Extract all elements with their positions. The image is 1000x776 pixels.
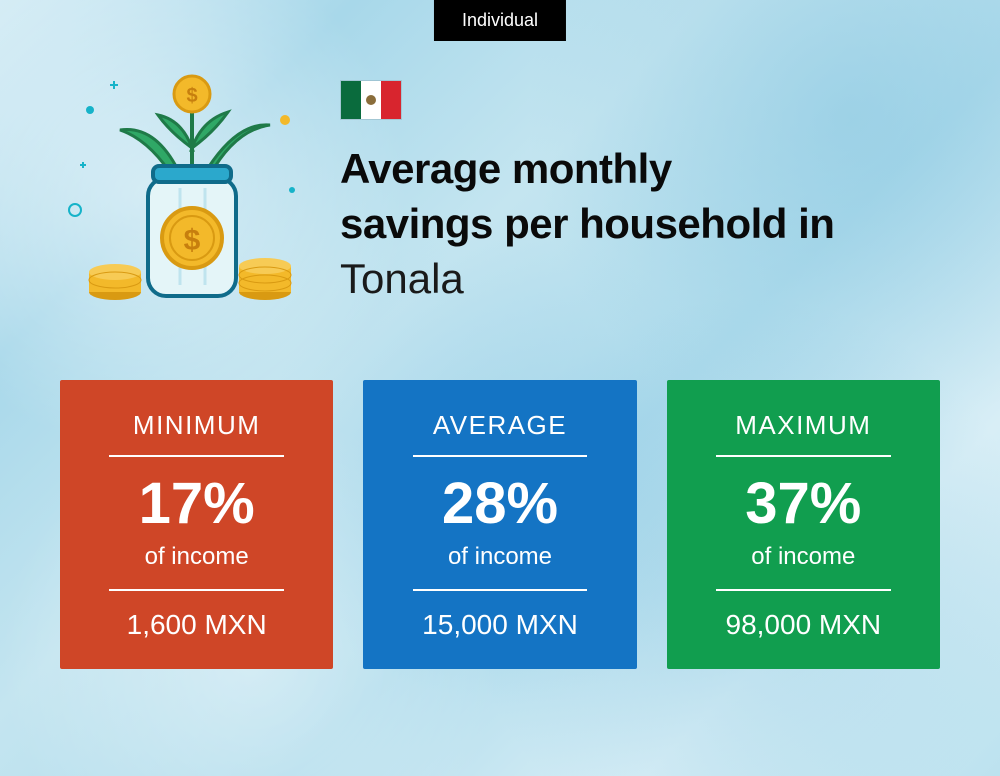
card-sub: of income [716, 543, 891, 591]
category-tag: Individual [434, 0, 566, 41]
stat-card-maximum: MAXIMUM 37% of income 98,000 MXN [667, 380, 940, 669]
card-sub: of income [109, 543, 284, 591]
title-line-2: savings per household in [340, 197, 834, 252]
mexico-flag-icon [340, 80, 402, 120]
page-title: Average monthly savings per household in [340, 142, 834, 251]
card-percent: 37% [687, 475, 920, 533]
stat-card-average: AVERAGE 28% of income 15,000 MXN [363, 380, 636, 669]
title-line-1: Average monthly [340, 142, 834, 197]
savings-jar-illustration: $ $ [60, 70, 310, 310]
card-amount: 1,600 MXN [80, 609, 313, 641]
svg-text:$: $ [184, 224, 201, 257]
svg-text:$: $ [186, 85, 197, 107]
card-label: AVERAGE [413, 410, 588, 457]
card-percent: 28% [383, 475, 616, 533]
card-sub: of income [413, 543, 588, 591]
flag-stripe-white [361, 81, 381, 119]
category-tag-label: Individual [462, 10, 538, 30]
card-percent: 17% [80, 475, 313, 533]
card-amount: 98,000 MXN [687, 609, 920, 641]
card-label: MAXIMUM [716, 410, 891, 457]
flag-stripe-red [381, 81, 401, 119]
card-label: MINIMUM [109, 410, 284, 457]
stat-card-minimum: MINIMUM 17% of income 1,600 MXN [60, 380, 333, 669]
header: $ $ [60, 70, 940, 310]
card-amount: 15,000 MXN [383, 609, 616, 641]
stat-cards: MINIMUM 17% of income 1,600 MXN AVERAGE … [60, 380, 940, 669]
title-city: Tonala [340, 255, 834, 303]
flag-stripe-green [341, 81, 361, 119]
title-block: Average monthly savings per household in… [340, 70, 834, 303]
